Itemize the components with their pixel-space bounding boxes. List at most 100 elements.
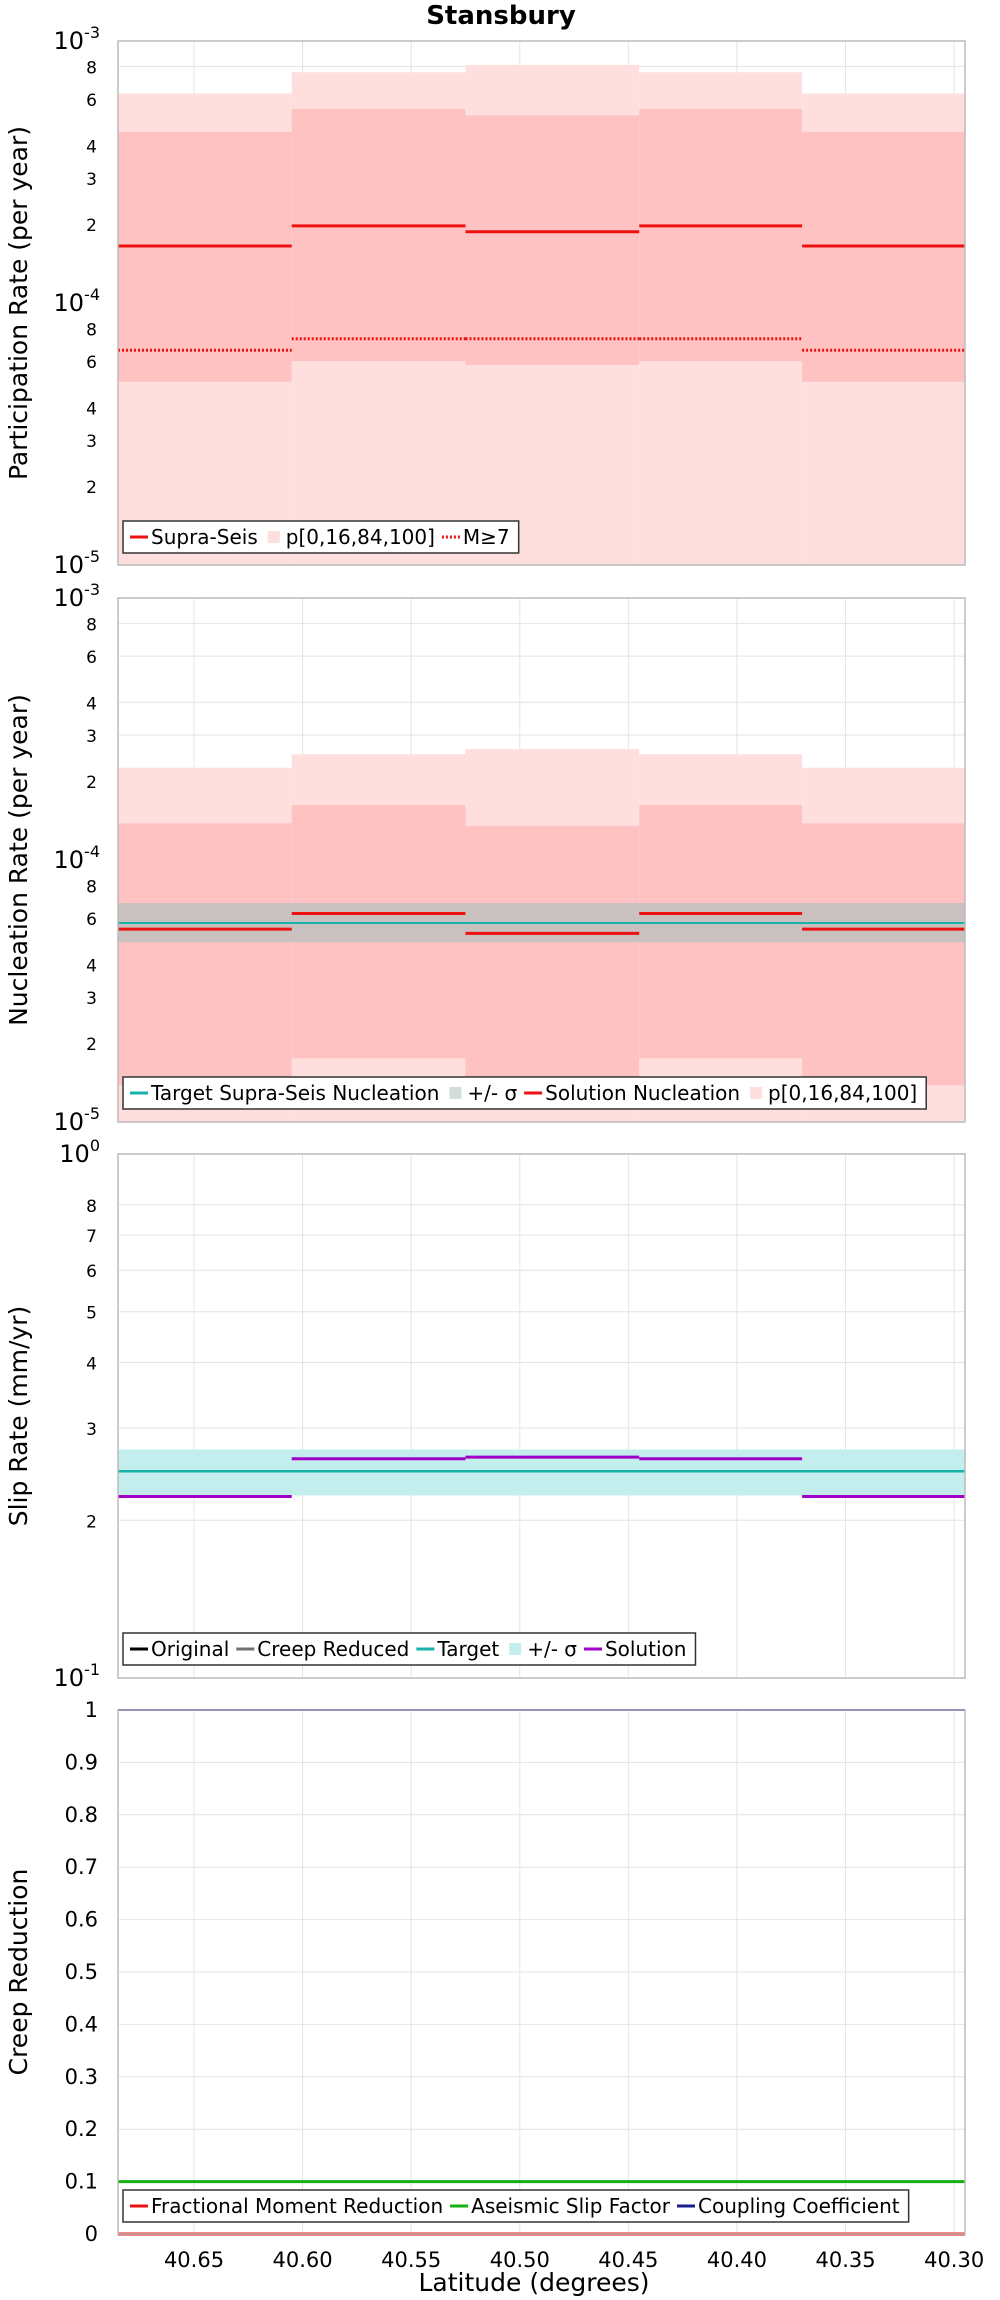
y-tick-label: 10-3	[54, 23, 101, 55]
y-tick-label: 6	[86, 910, 97, 930]
y-tick-label: 3	[86, 432, 97, 452]
y-tick-label: 5	[86, 1304, 97, 1324]
y-tick-label: 100	[59, 1136, 100, 1168]
y-tick-label: 8	[86, 1197, 97, 1217]
legend-label: Solution Nucleation	[545, 1081, 740, 1105]
legend: Fractional Moment Reduction Aseismic Slip…	[122, 2189, 910, 2223]
legend-label: Solution	[605, 1637, 686, 1661]
y-axis-label: Nucleation Rate (per year)	[4, 694, 33, 1026]
legend-label: Coupling Coefficient	[698, 2194, 900, 2218]
y-tick-label: 6	[86, 353, 97, 373]
percentile-band-inner	[802, 131, 965, 382]
y-tick-exponent: -4	[84, 285, 100, 304]
legend-label: Target Supra-Seis Nucleation	[150, 1081, 439, 1105]
y-tick-mantissa: 10	[54, 1108, 85, 1136]
y-tick-label: 8	[86, 320, 97, 340]
y-tick-label: 3	[86, 1420, 97, 1440]
percentile-band-inner	[118, 131, 292, 382]
y-tick-label: 3	[86, 170, 97, 190]
y-tick-mantissa: 10	[54, 1664, 85, 1692]
y-tick-label: 4	[86, 694, 97, 714]
y-tick-mantissa: 10	[54, 27, 85, 55]
y-tick-label: 8	[86, 877, 97, 897]
y-tick-label: 10-4	[54, 285, 101, 317]
y-axis-label: Creep Reduction	[4, 1869, 33, 2076]
y-tick-label: 3	[86, 727, 97, 747]
y-tick-label: 4	[86, 956, 97, 976]
legend-swatch-box	[750, 1087, 763, 1099]
y-tick-label: 0.1	[65, 2170, 98, 2194]
legend-label: Aseismic Slip Factor	[471, 2194, 671, 2218]
legend-label: Creep Reduced	[257, 1637, 409, 1661]
plot-area	[118, 1154, 965, 1678]
y-tick-label: 0.8	[65, 1803, 98, 1827]
y-tick-label: 6	[86, 648, 97, 668]
legend-label: Fractional Moment Reduction	[151, 2194, 443, 2218]
legend-box	[122, 2189, 910, 2223]
y-tick-label: 2	[86, 478, 97, 498]
y-tick-label: 6	[86, 91, 97, 111]
legend-label: +/- σ	[527, 1637, 577, 1661]
figure-title: Stansbury	[426, 1, 576, 31]
x-axis-label: Latitude (degrees)	[419, 2268, 650, 2297]
x-tick-label: 40.40	[707, 2248, 767, 2272]
plot-frame	[117, 1153, 966, 1679]
x-tick-label: 40.45	[598, 2248, 658, 2272]
percentile-band-inner	[465, 825, 640, 1086]
legend: Supra-Seis p[0,16,84,100] M≥7	[122, 520, 520, 554]
legend-swatch-box	[449, 1087, 462, 1099]
y-tick-label: 0.4	[65, 2012, 98, 2036]
y-tick-label: 2	[86, 1035, 97, 1055]
percentile-band-inner	[639, 109, 803, 362]
y-tick-exponent: -3	[84, 23, 100, 42]
panel-creep: 1 0.9 0.8 0.7 0.6 0.5 0.4 0.3 0.2 0.1 0 Creep Reduc…	[4, 1698, 984, 2272]
y-axis-label: Slip Rate (mm/yr)	[4, 1306, 33, 1527]
x-tick-label: 40.55	[381, 2248, 441, 2272]
y-tick-label: 10-5	[54, 547, 101, 579]
legend-label: M≥7	[463, 525, 510, 549]
y-tick-label: 10-5	[54, 1104, 101, 1136]
y-tick-label: 0.9	[65, 1750, 98, 1774]
y-tick-mantissa: 10	[54, 289, 85, 317]
y-tick-label: 3	[86, 989, 97, 1009]
x-tick-label: 40.30	[924, 2248, 984, 2272]
y-tick-exponent: -5	[84, 547, 100, 566]
y-tick-label: 0.2	[65, 2117, 98, 2141]
y-tick-label: 6	[86, 1262, 97, 1282]
x-tick-label: 40.65	[164, 2248, 224, 2272]
y-tick-label: 0.5	[65, 1960, 98, 1984]
y-tick-mantissa: 10	[54, 551, 85, 579]
legend: Original Creep Reduced Target +/- σ Solution	[122, 1632, 697, 1666]
y-tick-label: 4	[86, 399, 97, 419]
y-tick-label: 8	[86, 58, 97, 78]
legend-label: Supra-Seis	[151, 525, 258, 549]
y-tick-label: 2	[86, 216, 97, 236]
y-tick-label: 4	[86, 137, 97, 157]
y-tick-exponent: -3	[84, 580, 100, 599]
y-tick-exponent: -5	[84, 1104, 100, 1123]
percentile-band-inner	[465, 115, 640, 365]
legend-swatch-box	[267, 531, 280, 543]
y-tick-label: 2	[86, 773, 97, 793]
legend-label: +/- σ	[467, 1081, 517, 1105]
legend-box	[122, 520, 520, 554]
legend-label: p[0,16,84,100]	[768, 1081, 917, 1105]
y-tick-mantissa: 10	[54, 584, 85, 612]
plot-frame	[117, 40, 966, 566]
plot-frame	[117, 597, 966, 1123]
legend-label: Target	[436, 1637, 499, 1661]
y-tick-label: 0	[85, 2222, 98, 2246]
y-tick-label: 2	[86, 1512, 97, 1532]
legend-swatch-box	[509, 1643, 522, 1655]
y-tick-label: 7	[86, 1227, 97, 1247]
y-tick-exponent: -1	[84, 1660, 100, 1679]
y-tick-exponent: 0	[90, 1136, 100, 1155]
legend-label: p[0,16,84,100]	[286, 525, 435, 549]
y-tick-label: 0.6	[65, 1908, 98, 1932]
plot-frame	[117, 1709, 966, 2235]
y-tick-label: 1	[85, 1698, 98, 1722]
